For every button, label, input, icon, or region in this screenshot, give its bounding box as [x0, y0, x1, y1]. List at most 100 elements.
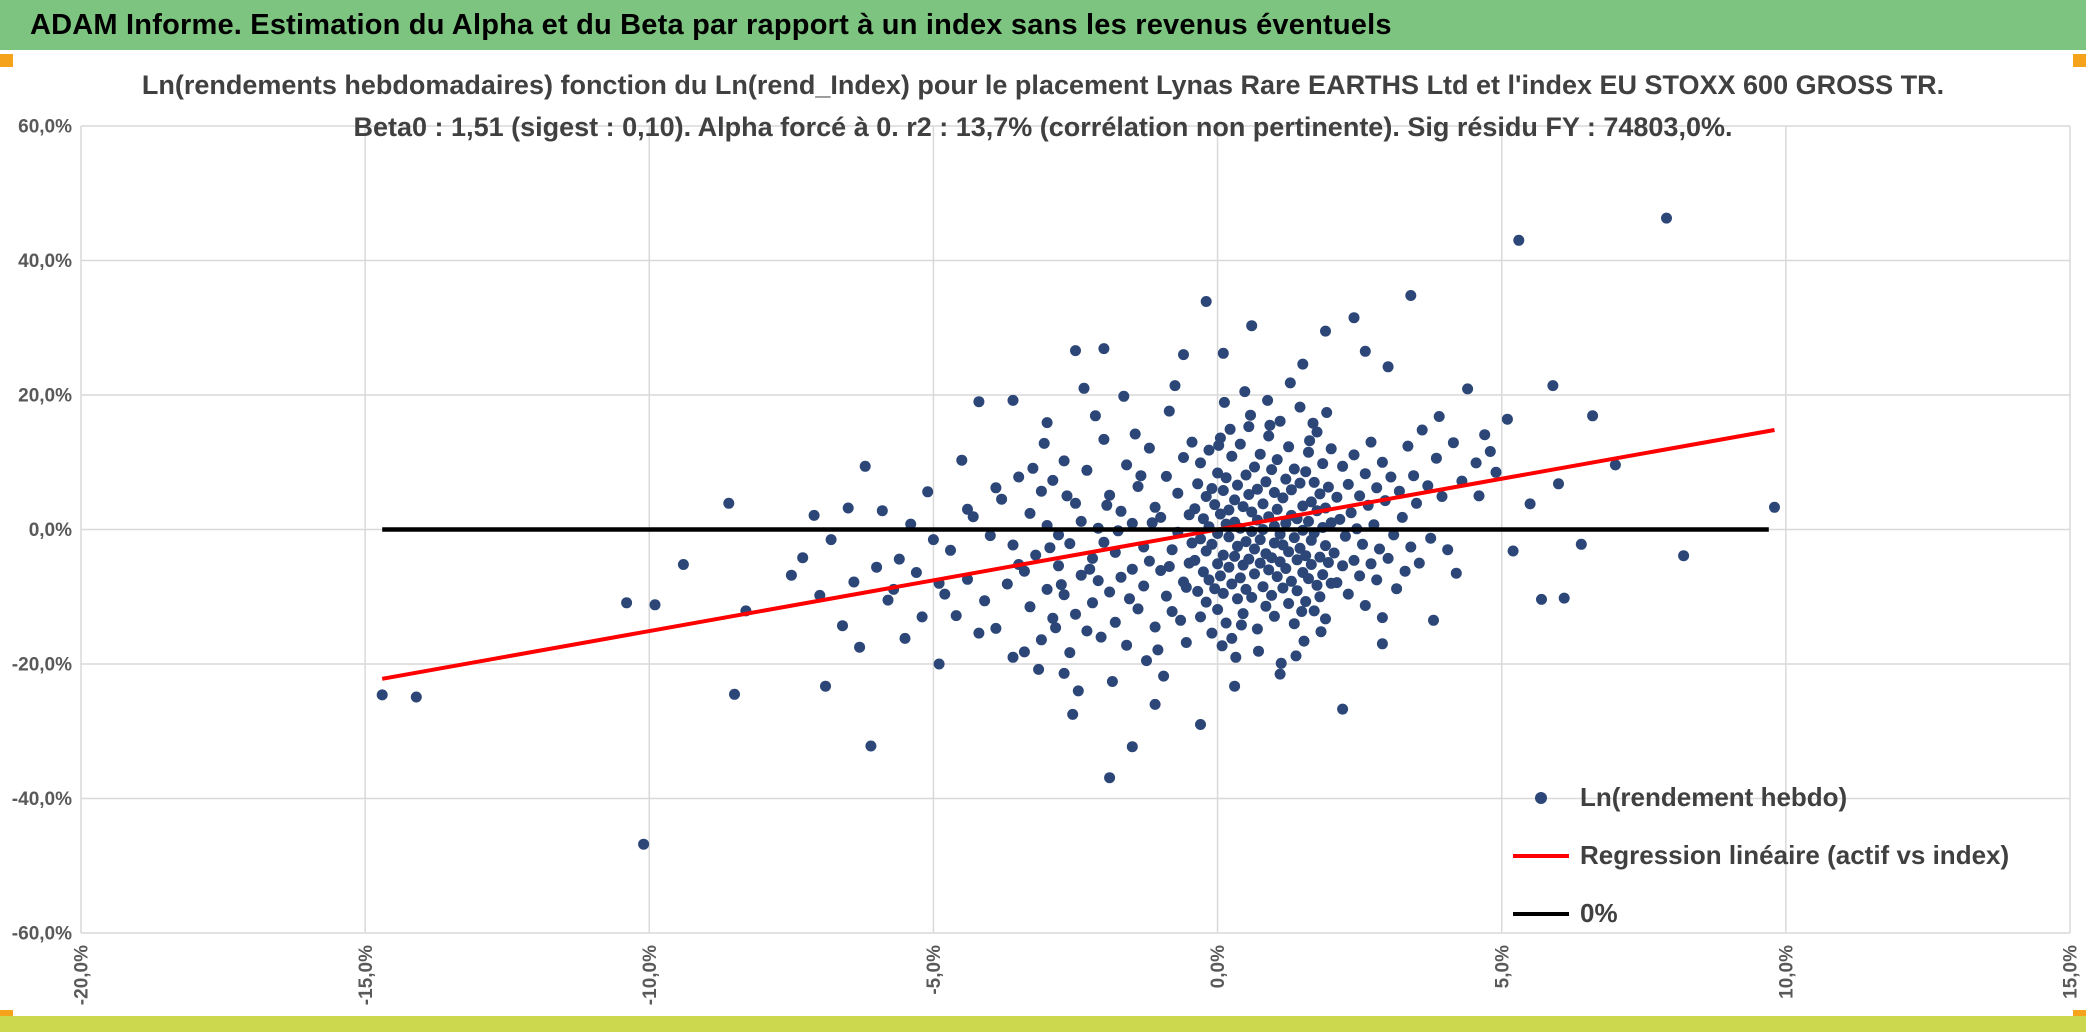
scatter-point [1342, 478, 1354, 490]
scatter-point [1160, 590, 1172, 602]
scatter-point [1290, 650, 1302, 662]
legend-item-scatter-series[interactable]: Ln(rendement hebdo) [1512, 775, 2009, 820]
scatter-point [859, 460, 871, 472]
scatter-point [973, 396, 985, 408]
scatter-point [1422, 480, 1434, 492]
scatter-point [1213, 439, 1225, 451]
scatter-point [1209, 583, 1221, 595]
scatter-point [1098, 433, 1110, 445]
scatter-point [1257, 498, 1269, 510]
legend-item-regression[interactable]: Regression linéaire (actif vs index) [1512, 833, 2009, 878]
scatter-point [1321, 407, 1333, 418]
scatter-point [1218, 396, 1230, 408]
scatter-point [1070, 345, 1081, 357]
scatter-point [1217, 485, 1229, 496]
scatter-point [1365, 436, 1377, 448]
scatter-point [1291, 585, 1303, 597]
scatter-point [1553, 478, 1564, 490]
scatter-point [1345, 507, 1357, 519]
scatter-point [723, 497, 735, 509]
scatter-point [1192, 585, 1204, 597]
scatter-point [1070, 608, 1081, 620]
scatter-point [1064, 647, 1076, 659]
scatter-point [1285, 575, 1297, 587]
scatter-point [638, 838, 650, 850]
x-tick-label: 10,0% [1777, 945, 1798, 999]
scatter-point [376, 689, 388, 701]
scatter-point [1064, 538, 1076, 550]
legend-item-zero-line[interactable]: 0% [1512, 891, 2009, 936]
scatter-point [1359, 468, 1371, 480]
scatter-point [1229, 494, 1241, 506]
scatter-point [1314, 591, 1326, 603]
scatter-point [797, 552, 809, 564]
scatter-point [1024, 601, 1036, 613]
scatter-point [1308, 476, 1320, 488]
scatter-point [1253, 645, 1264, 657]
scatter-point [1101, 499, 1113, 511]
scatter-point [945, 544, 956, 556]
scatter-point [808, 509, 820, 521]
scatter-point [1169, 380, 1181, 392]
scatter-point [1291, 554, 1303, 566]
scatter-point [1382, 361, 1394, 373]
scatter-point [1365, 558, 1377, 570]
scatter-point [1172, 487, 1184, 499]
scatter-point [1274, 668, 1286, 680]
scatter-point [1320, 540, 1331, 552]
scatter-point [1470, 457, 1482, 469]
scatter-point [1396, 511, 1408, 523]
scatter-point [1249, 461, 1260, 473]
scatter-point [1254, 557, 1266, 569]
scatter-point [1240, 536, 1252, 548]
x-tick-label: 15,0% [2061, 945, 2082, 999]
chart-object[interactable]: 60,0% 40,0% 20,0% 0,0% -20,0% -40,0% -60,0% -20… [0, 50, 2086, 1016]
scatter-point [1087, 552, 1098, 564]
scatter-point [1271, 571, 1283, 583]
scatter-point [1216, 640, 1228, 652]
scatter-point [1249, 568, 1260, 580]
scatter-point [1212, 558, 1224, 570]
sheet-handle-top-right[interactable] [2073, 54, 2086, 67]
scatter-point [1104, 586, 1116, 598]
scatter-point [1266, 464, 1278, 476]
scatter-point [996, 493, 1008, 505]
scatter-point [1237, 501, 1249, 513]
scatter-point [950, 610, 962, 622]
scatter-point [1416, 424, 1428, 436]
scatter-point [1609, 459, 1621, 471]
scatter-point [848, 576, 860, 588]
scatter-point [1075, 515, 1087, 527]
scatter-point [1391, 583, 1403, 595]
scatter-point [922, 486, 934, 498]
scatter-point [1084, 563, 1096, 575]
y-tick-label: 60,0% [18, 117, 72, 138]
scatter-point [1206, 483, 1218, 494]
scatter-point [1430, 452, 1442, 464]
sheet-handle-top-left[interactable] [0, 54, 13, 67]
scatter-point [1334, 513, 1346, 525]
scatter-point [1266, 589, 1278, 601]
scatter-point [1220, 472, 1232, 484]
scatter-point [1479, 429, 1491, 441]
scatter-point [854, 641, 866, 653]
scatter-point [1339, 530, 1351, 542]
scatter-point [1284, 377, 1296, 389]
zero-line-marker-icon [1513, 911, 1569, 916]
scatter-point [1405, 541, 1417, 553]
scatter-point [1058, 667, 1070, 679]
scatter-point [1263, 430, 1275, 442]
scatter-point [1376, 638, 1388, 650]
scatter-point [1027, 462, 1039, 474]
scatter-point [1223, 504, 1235, 516]
scatter-point [1089, 410, 1101, 422]
scatter-point [1442, 544, 1454, 556]
scatter-point [1206, 538, 1218, 550]
scatter-point [1186, 436, 1198, 448]
scatter-point [1283, 546, 1295, 558]
scatter-point [1118, 390, 1130, 402]
scatter-point [1314, 488, 1326, 500]
scatter-point [1249, 543, 1260, 555]
scatter-point [1232, 540, 1243, 552]
